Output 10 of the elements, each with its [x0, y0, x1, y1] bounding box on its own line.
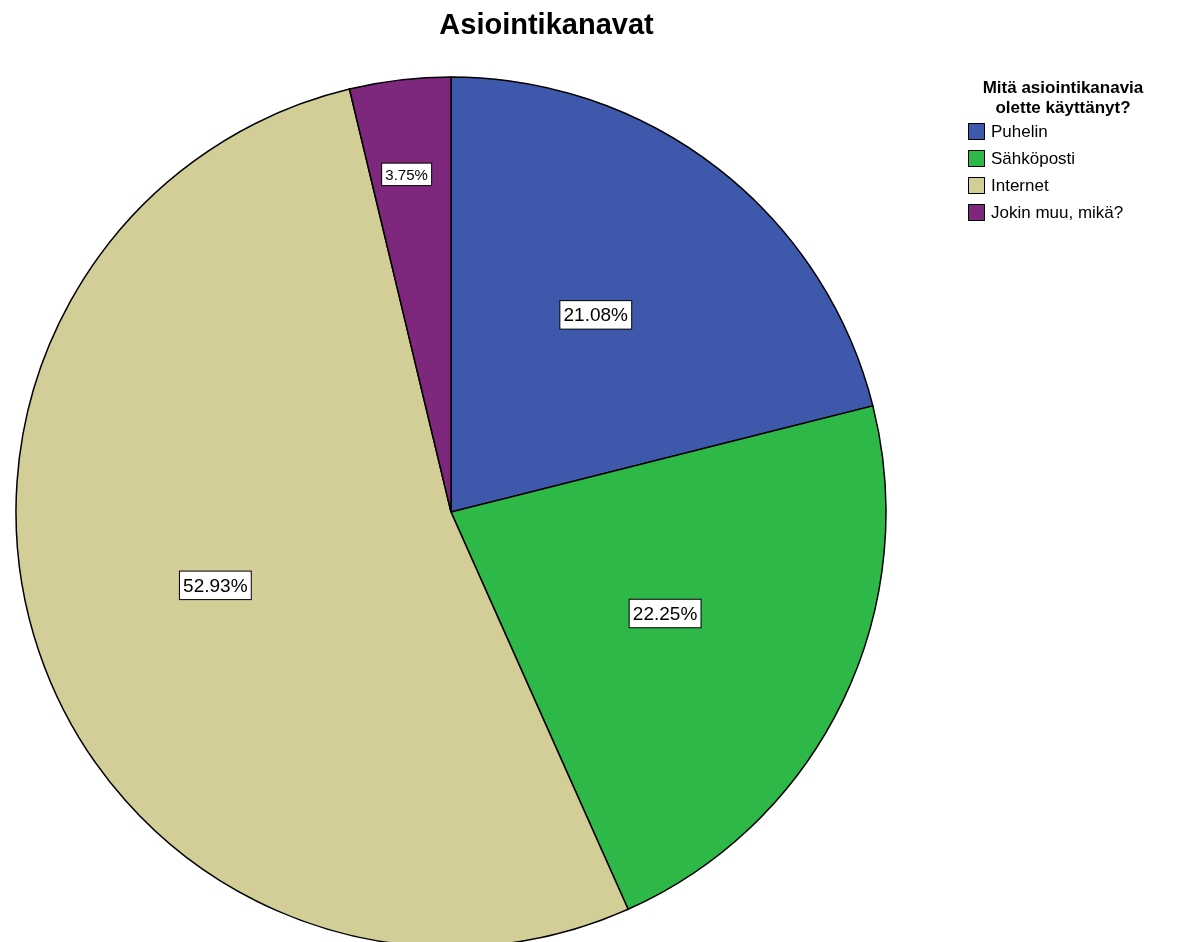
legend-label: Internet	[991, 175, 1049, 196]
data-label: 3.75%	[385, 165, 428, 183]
data-label: 22.25%	[632, 603, 698, 625]
legend-label: Sähköposti	[991, 148, 1076, 169]
legend-label: Jokin muu, mikä?	[991, 202, 1124, 223]
data-label: 52.93%	[183, 574, 248, 596]
chart-title: Asiointikanavat	[438, 8, 655, 41]
legend-title: Mitä asiointikanavia olette käyttänyt?	[981, 78, 1145, 118]
legend-label: Puhelin	[991, 121, 1048, 142]
data-label: 21.08%	[563, 304, 629, 326]
